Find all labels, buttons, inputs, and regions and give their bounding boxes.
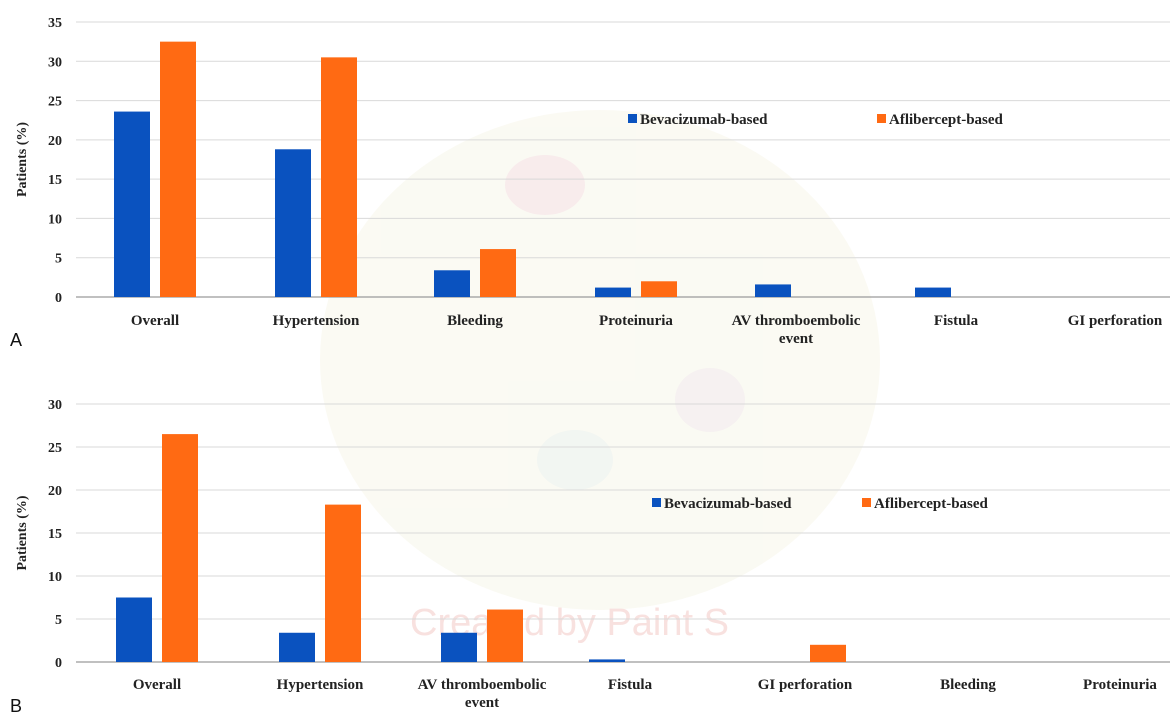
- x-category-label: Bleeding: [940, 677, 996, 693]
- bar-bevacizumab: [275, 149, 311, 297]
- bar-bevacizumab: [434, 270, 470, 297]
- x-category-label: Bleeding: [447, 313, 503, 329]
- x-category-label-line: AV thromboembolic: [732, 313, 861, 329]
- x-category-label: Fistula: [608, 677, 653, 693]
- x-category-label-line: GI perforation: [758, 677, 853, 693]
- legend-swatch: [862, 498, 871, 507]
- y-tick-label: 25: [48, 441, 62, 456]
- x-category-label: Proteinuria: [1083, 677, 1157, 693]
- x-category-label-line: Proteinuria: [1083, 677, 1157, 693]
- x-category-label-line: event: [465, 695, 499, 711]
- x-category-label-line: Overall: [133, 677, 181, 693]
- bar-bevacizumab: [595, 287, 631, 297]
- y-axis-label: Patients (%): [15, 122, 30, 197]
- bar-bevacizumab: [755, 284, 791, 297]
- x-category-label-line: Hypertension: [277, 677, 364, 693]
- x-category-label: Fistula: [934, 313, 979, 329]
- watermark-paint-blob: [675, 368, 745, 432]
- panel-b: 0 5 10 15 20 25 30 Patients (%) Overall Hypertens…: [10, 398, 1170, 715]
- panel-a: 0 5 10 15 20 25 30 35 Patients (%) Overall Hyperte…: [10, 16, 1170, 350]
- x-category-label: Hypertension: [273, 313, 360, 329]
- x-category-label-line: AV thromboembolic: [418, 677, 547, 693]
- bar-aflibercept: [162, 434, 198, 662]
- legend-label: Bevacizumab-based: [640, 112, 768, 128]
- watermark-paint-blob: [537, 430, 613, 490]
- legend-swatch: [877, 114, 886, 123]
- x-category-label-line: event: [779, 331, 813, 347]
- legend-label: Aflibercept-based: [889, 112, 1004, 128]
- x-category-label-line: Fistula: [934, 313, 979, 329]
- x-category-label: AV thromboembolic event: [418, 677, 547, 711]
- bar-aflibercept: [641, 281, 677, 297]
- y-tick-label: 0: [55, 656, 62, 671]
- x-category-label: Hypertension: [277, 677, 364, 693]
- bar-aflibercept: [810, 644, 846, 662]
- bar-aflibercept: [480, 249, 516, 297]
- y-tick-label: 10: [48, 212, 62, 227]
- x-category-label-line: GI perforation: [1068, 313, 1163, 329]
- panel-label: A: [10, 330, 22, 350]
- x-category-label-line: Overall: [131, 313, 179, 329]
- watermark-palette-shape: [320, 110, 880, 610]
- watermark-paint-blob: [505, 155, 585, 215]
- bar-aflibercept: [325, 504, 361, 662]
- bar-bevacizumab: [915, 287, 951, 297]
- y-tick-label: 5: [55, 613, 62, 628]
- x-category-label: GI perforation: [758, 677, 853, 693]
- x-category-label-line: Hypertension: [273, 313, 360, 329]
- y-tick-label: 20: [48, 134, 62, 149]
- y-tick-label: 25: [48, 95, 62, 110]
- bar-aflibercept: [487, 609, 523, 662]
- watermark: Created by Paint S: [320, 110, 880, 644]
- bar-bevacizumab: [589, 659, 625, 662]
- x-category-label-line: Bleeding: [447, 313, 503, 329]
- y-axis-label: Patients (%): [15, 495, 30, 570]
- x-category-label: Proteinuria: [599, 313, 673, 329]
- legend-swatch: [652, 498, 661, 507]
- y-tick-label: 30: [48, 398, 62, 413]
- panel-label: B: [10, 696, 22, 715]
- x-category-label: Overall: [133, 677, 181, 693]
- legend-swatch: [628, 114, 637, 123]
- y-tick-label: 15: [48, 527, 62, 542]
- legend-label: Bevacizumab-based: [664, 496, 792, 512]
- x-category-label: Overall: [131, 313, 179, 329]
- x-category-label-line: Fistula: [608, 677, 653, 693]
- bar-bevacizumab: [279, 632, 315, 662]
- bar-aflibercept: [321, 57, 357, 297]
- legend-label: Aflibercept-based: [874, 496, 989, 512]
- y-tick-label: 15: [48, 173, 62, 188]
- bar-bevacizumab: [114, 111, 150, 297]
- bar-bevacizumab: [116, 597, 152, 662]
- y-tick-label: 5: [55, 252, 62, 267]
- y-tick-label: 0: [55, 291, 62, 306]
- x-category-label: AV thromboembolic event: [732, 313, 861, 347]
- y-tick-label: 20: [48, 484, 62, 499]
- y-tick-label: 35: [48, 16, 62, 31]
- x-category-label-line: Proteinuria: [599, 313, 673, 329]
- bar-aflibercept: [160, 41, 196, 298]
- y-tick-label: 10: [48, 570, 62, 585]
- bar-bevacizumab: [441, 632, 477, 662]
- y-tick-label: 30: [48, 55, 62, 70]
- x-category-label: GI perforation: [1068, 313, 1163, 329]
- x-category-label-line: Bleeding: [940, 677, 996, 693]
